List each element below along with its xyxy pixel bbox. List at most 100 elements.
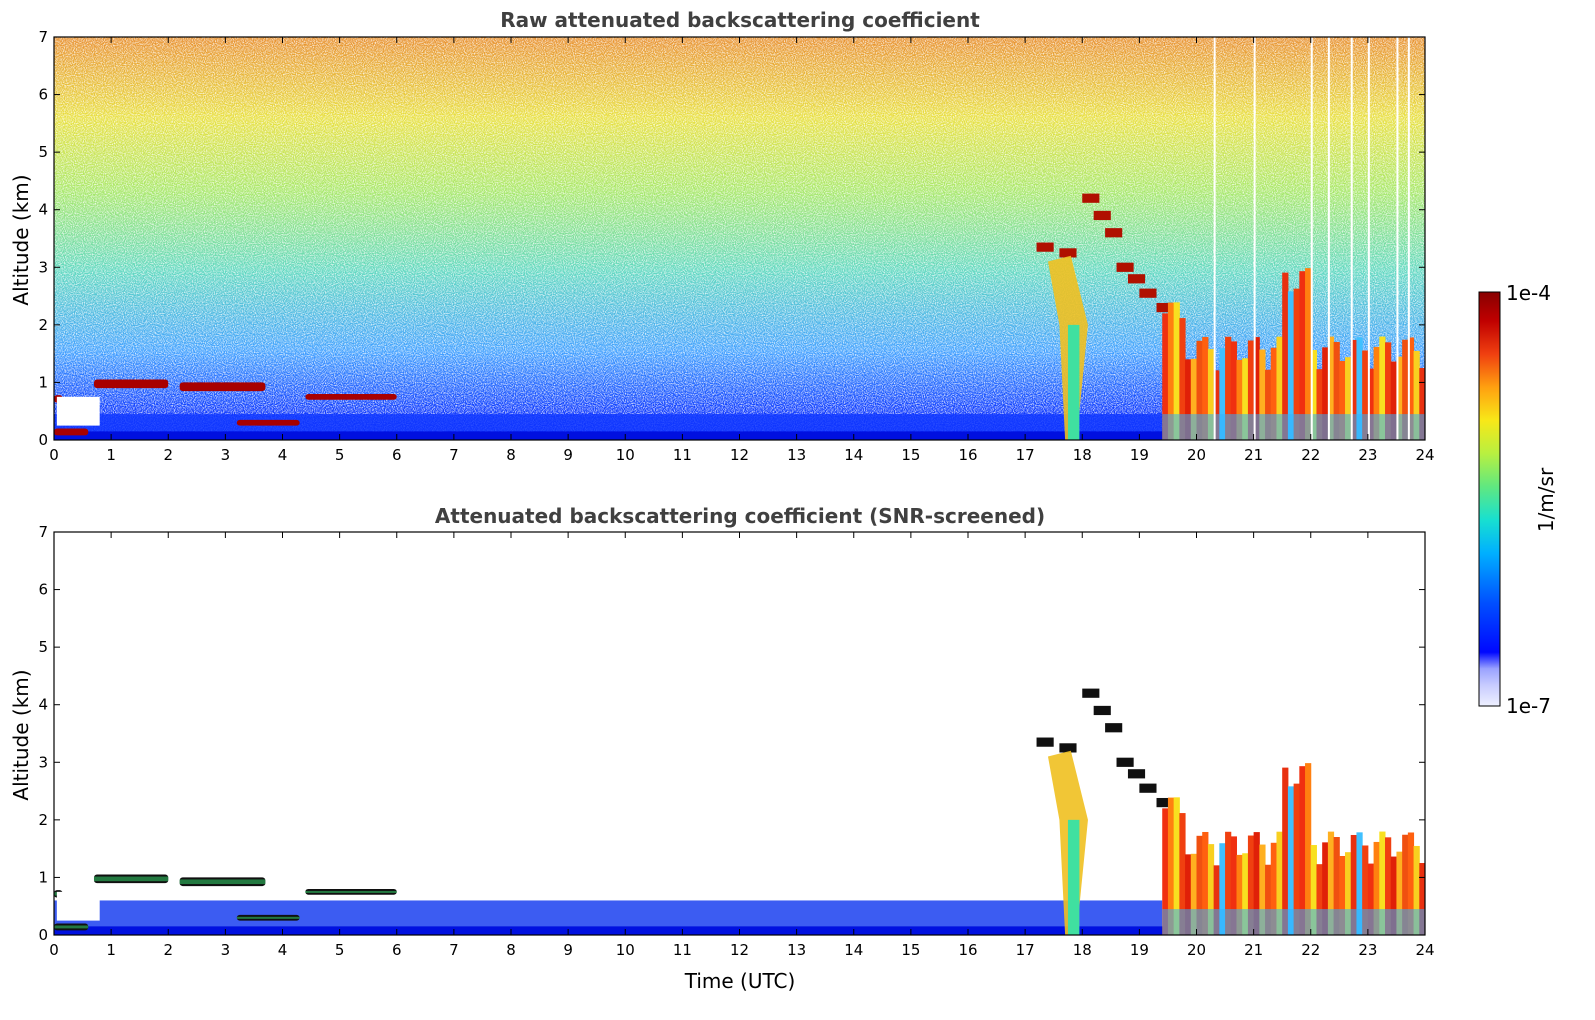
precip-column: [1230, 836, 1237, 935]
colorbar-min-label: 1e-7: [1506, 694, 1551, 718]
cloud-streak: [1059, 743, 1077, 753]
plot-area-raw: [54, 37, 1425, 440]
colorbar-max-label: 1e-4: [1506, 281, 1551, 305]
precip-column: [1305, 268, 1312, 440]
precip-column: [1265, 369, 1272, 440]
precip-column: [1379, 336, 1386, 440]
colorbar: 1e-4 1e-7 1/m/sr: [1478, 281, 1558, 718]
x-tick-label: 14: [844, 941, 863, 959]
precip-column: [1322, 842, 1329, 935]
precip-column: [1350, 834, 1357, 935]
precip-column: [1327, 831, 1335, 935]
precip-column: [1173, 797, 1180, 935]
cloud-streak: [1082, 193, 1100, 203]
data-gap: [1367, 37, 1370, 440]
cloud-layer-edge: [93, 876, 169, 882]
chart-title-screened: Attenuated backscattering coefficient (S…: [435, 504, 1045, 528]
y-tick-label: 3: [38, 258, 48, 276]
cloud-streak: [1105, 723, 1123, 733]
y-tick-label: 6: [38, 86, 48, 104]
precip-column: [1362, 350, 1369, 440]
precip-column: [1293, 783, 1300, 935]
precip-base: [1162, 909, 1425, 935]
x-tick-label: 0: [49, 941, 59, 959]
precip-column: [1167, 302, 1175, 440]
precip-column: [1282, 272, 1289, 440]
x-tick-label: 20: [1187, 941, 1206, 959]
x-tick-label: 15: [901, 941, 920, 959]
precip-column: [1362, 845, 1369, 935]
x-tick-label: 0: [49, 446, 59, 464]
x-tick-label: 13: [787, 941, 806, 959]
chart-title-raw: Raw attenuated backscattering coefficien…: [500, 8, 980, 32]
precip-column: [1236, 854, 1243, 935]
precip-column: [1345, 357, 1352, 440]
precip-column: [1236, 359, 1243, 440]
cloud-layer-edge: [305, 890, 397, 893]
precip-column: [1247, 340, 1255, 440]
x-tick-label: 6: [392, 446, 402, 464]
x-tick-label: 3: [221, 941, 231, 959]
precip-column: [1316, 369, 1323, 440]
precip-column: [1202, 831, 1209, 935]
precip-column: [1310, 845, 1317, 935]
precip-column: [1259, 844, 1266, 935]
y-tick-label: 2: [38, 811, 48, 829]
cloud-streak: [1127, 274, 1146, 284]
precip-column: [1385, 837, 1392, 935]
x-tick-label: 2: [163, 446, 173, 464]
data-gap: [1327, 37, 1330, 440]
x-tick-label: 6: [392, 941, 402, 959]
precip-column: [1413, 845, 1420, 935]
precip-column: [1390, 361, 1397, 440]
precip-column: [1190, 853, 1197, 935]
precip-column: [1402, 339, 1409, 440]
precip-column: [1350, 339, 1357, 440]
cloud-layer: [236, 419, 300, 426]
precip-column: [1316, 864, 1323, 935]
x-tick-label: 19: [1130, 446, 1149, 464]
x-tick-label: 13: [787, 446, 806, 464]
x-tick-label: 17: [1016, 446, 1035, 464]
x-tick-label: 10: [616, 446, 635, 464]
precip-column: [1407, 337, 1415, 440]
y-axis-label-screened: Altitude (km): [9, 669, 33, 800]
x-tick-label: 24: [1415, 941, 1434, 959]
precip-column: [1225, 831, 1232, 935]
x-tick-label: 18: [1073, 941, 1092, 959]
x-tick-label: 4: [278, 941, 288, 959]
x-tick-label: 1: [106, 941, 116, 959]
x-tick-label: 19: [1130, 941, 1149, 959]
panel-raw: Raw attenuated backscattering coefficien…: [9, 8, 1435, 464]
precip-column: [1202, 336, 1209, 440]
y-tick-label: 5: [38, 638, 48, 656]
precip-column: [1190, 358, 1197, 440]
colorbar-unit-label: 1/m/sr: [1534, 467, 1558, 532]
precip-column: [1196, 340, 1203, 440]
precip-column: [1373, 841, 1380, 935]
precip-column: [1276, 831, 1283, 935]
x-tick-label: 1: [106, 446, 116, 464]
x-tick-label: 21: [1244, 446, 1263, 464]
cloud-layer-edge: [179, 879, 266, 885]
precip-column: [1407, 832, 1415, 935]
precip-column: [1339, 360, 1346, 440]
fall-streak-core: [1067, 819, 1080, 935]
precip-column: [1345, 852, 1352, 935]
precip-column: [1419, 368, 1425, 440]
x-tick-label: 16: [958, 446, 977, 464]
precip-column: [1402, 834, 1409, 935]
precip-column: [1333, 837, 1340, 935]
y-tick-label: 4: [38, 201, 48, 219]
clear-gap: [56, 891, 100, 921]
precip-column: [1185, 359, 1192, 440]
precip-column: [1213, 370, 1220, 440]
axes-screened: 0 1 2 3 4 5 6 7 8 9 10 11 12 13 14 15 16 17 18 19 20 21 22 23 24…: [38, 523, 1434, 959]
x-tick-label: 9: [563, 446, 573, 464]
precip-column: [1196, 835, 1203, 935]
precip-column: [1259, 349, 1266, 440]
panel-screened: Attenuated backscattering coefficient (S…: [9, 504, 1435, 993]
precip-column: [1385, 342, 1392, 440]
x-tick-label: 4: [278, 446, 288, 464]
